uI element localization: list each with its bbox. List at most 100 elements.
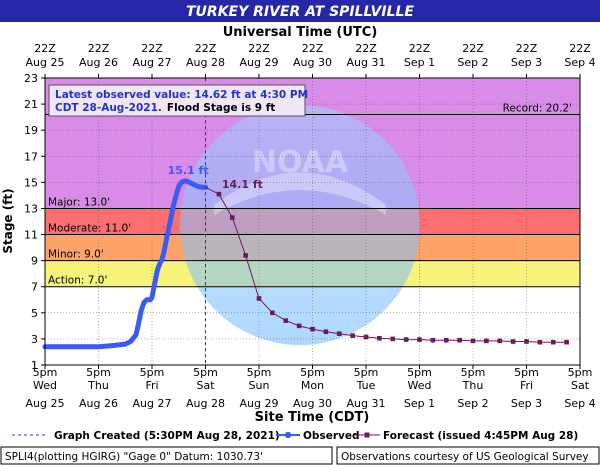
bottom-tick-date: Sep 1 bbox=[404, 397, 435, 410]
top-tick-date: Aug 27 bbox=[133, 56, 172, 69]
threshold-label: Record: 20.2' bbox=[503, 103, 572, 115]
bottom-tick-day: Sat bbox=[196, 379, 215, 392]
forecast-point bbox=[430, 337, 436, 343]
bottom-tick-day: Fri bbox=[520, 379, 533, 392]
bottom-tick-date: Aug 31 bbox=[347, 397, 386, 410]
top-tick-hour: 22Z bbox=[462, 42, 484, 55]
bottom-tick-date: Sep 3 bbox=[511, 397, 542, 410]
bottom-tick-day: Mon bbox=[301, 379, 324, 392]
top-tick-date: Aug 29 bbox=[240, 56, 279, 69]
bottom-tick-day: Wed bbox=[408, 379, 432, 392]
x-axis-label: Site Time (CDT) bbox=[255, 410, 370, 425]
top-tick-date: Aug 28 bbox=[186, 56, 225, 69]
observed-line bbox=[42, 178, 208, 350]
top-tick-date: Aug 30 bbox=[293, 56, 332, 69]
forecast-point bbox=[550, 339, 556, 345]
bottom-tick-date: Sep 4 bbox=[564, 397, 595, 410]
bottom-tick-time: 5pm bbox=[514, 366, 539, 379]
forecast-point bbox=[323, 329, 329, 335]
title-bar bbox=[0, 0, 600, 22]
bottom-tick-date: Sep 2 bbox=[457, 397, 488, 410]
forecast-point bbox=[310, 326, 315, 332]
y-tick-label: 21 bbox=[24, 98, 38, 111]
forecast-point bbox=[283, 318, 289, 323]
threshold-label: Minor: 9.0' bbox=[48, 249, 104, 261]
footer-datum: SPLI4(plotting HGIRG) "Gage 0" Datum: 10… bbox=[5, 451, 263, 463]
top-tick-hour: 22Z bbox=[195, 42, 217, 55]
bottom-tick-date: Aug 25 bbox=[26, 397, 65, 410]
threshold-label: Moderate: 11.0' bbox=[48, 223, 131, 235]
top-tick-date: Aug 26 bbox=[79, 56, 118, 69]
bottom-tick-date: Aug 28 bbox=[186, 397, 225, 410]
bottom-tick-day: Tue bbox=[356, 379, 376, 392]
top-tick-date: Sep 3 bbox=[511, 56, 542, 69]
footer-credit: Observations courtesy of US Geological S… bbox=[341, 451, 589, 463]
y-tick-label: 7 bbox=[31, 281, 38, 294]
forecast-point bbox=[377, 335, 382, 341]
forecast-point bbox=[363, 334, 369, 340]
top-tick-date: Sep 1 bbox=[404, 56, 435, 69]
forecast-point bbox=[537, 339, 543, 345]
bottom-tick-day: Fri bbox=[145, 379, 158, 392]
bottom-tick-time: 5pm bbox=[407, 366, 432, 379]
forecast-point bbox=[216, 191, 222, 197]
info-box-line1: Latest observed value: 14.62 ft at 4:30 … bbox=[55, 89, 308, 101]
top-tick-hour: 22Z bbox=[141, 42, 163, 55]
bottom-tick-day: Sat bbox=[571, 379, 590, 392]
forecast-point bbox=[524, 339, 529, 344]
info-box-date: CDT 28-Aug-2021. bbox=[55, 102, 162, 114]
bottom-tick-day: Thu bbox=[462, 379, 484, 392]
info-box-background bbox=[48, 84, 306, 117]
seal-noaa-text: NOAA bbox=[252, 145, 349, 180]
y-tick-label: 15 bbox=[24, 176, 38, 189]
threshold-label: Major: 13.0' bbox=[48, 196, 110, 208]
top-tick-hour: 22Z bbox=[409, 42, 431, 55]
info-box: Latest observed value: 14.62 ft at 4:30 … bbox=[48, 84, 308, 117]
top-tick-date: Sep 2 bbox=[457, 56, 488, 69]
bottom-tick-time: 5pm bbox=[86, 366, 111, 379]
top-tick-date: Aug 31 bbox=[347, 56, 386, 69]
y-tick-label: 13 bbox=[24, 202, 38, 215]
bottom-tick-time: 5pm bbox=[354, 366, 379, 379]
forecast-point bbox=[243, 253, 248, 258]
top-tick-hour: 22Z bbox=[88, 42, 110, 55]
footer-right-box bbox=[336, 446, 600, 465]
point-label: 14.1 ft bbox=[222, 178, 263, 191]
bottom-tick-date: Aug 26 bbox=[79, 397, 118, 410]
bottom-tick-day: Thu bbox=[87, 379, 109, 392]
forecast-point bbox=[336, 331, 342, 336]
forecast-point bbox=[564, 339, 569, 345]
y-tick-label: 19 bbox=[24, 124, 38, 137]
y-axis-label: Stage (ft) bbox=[1, 188, 15, 253]
top-tick-hour: 22Z bbox=[302, 42, 324, 55]
bottom-tick-time: 5pm bbox=[33, 366, 58, 379]
legend-observed-label: Observed bbox=[303, 430, 359, 442]
y-tick-label: 1 bbox=[31, 359, 38, 372]
y-tick-label: 23 bbox=[24, 72, 38, 85]
footer-left-box bbox=[0, 446, 333, 465]
y-tick-label: 5 bbox=[31, 307, 38, 320]
forecast-point bbox=[270, 310, 275, 316]
y-tick-label: 11 bbox=[24, 229, 38, 242]
bottom-tick-date: Aug 29 bbox=[240, 397, 279, 410]
footer: SPLI4(plotting HGIRG) "Gage 0" Datum: 10… bbox=[0, 446, 600, 465]
forecast-point bbox=[470, 338, 476, 344]
top-tick-hour: 22Z bbox=[34, 42, 56, 55]
seal-bird-icon bbox=[214, 172, 386, 215]
bottom-tick-date: Aug 30 bbox=[293, 397, 332, 410]
forecast-point bbox=[443, 337, 449, 343]
point-label: 15.1 ft bbox=[168, 164, 209, 177]
bottom-tick-time: 5pm bbox=[247, 366, 272, 379]
bottom-tick-date: Aug 27 bbox=[133, 397, 172, 410]
series-layer bbox=[42, 178, 569, 350]
forecast-point bbox=[417, 337, 422, 342]
legend: Graph Created (5:30PM Aug 28, 2021) Obse… bbox=[12, 430, 578, 442]
forecast-point bbox=[484, 338, 489, 344]
top-axis-title: Universal Time (UTC) bbox=[223, 25, 378, 40]
forecast-point bbox=[390, 336, 396, 342]
top-tick-date: Aug 25 bbox=[26, 56, 65, 69]
bottom-tick-time: 5pm bbox=[568, 366, 593, 379]
forecast-point bbox=[497, 338, 503, 344]
